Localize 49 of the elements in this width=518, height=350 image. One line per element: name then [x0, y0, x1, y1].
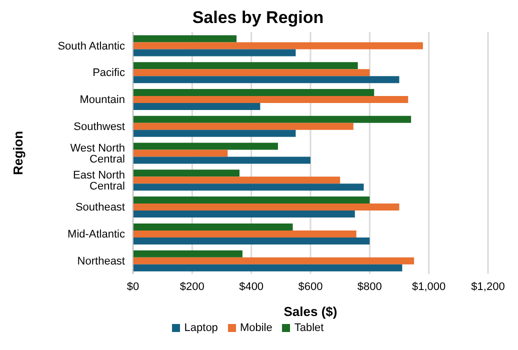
y-tick-label: Southeast [75, 202, 125, 214]
legend-label: Tablet [294, 322, 324, 334]
bar [133, 96, 408, 104]
y-tick-label: East North Central [73, 169, 125, 192]
bar [133, 170, 240, 177]
bar [133, 250, 242, 258]
bar [133, 35, 237, 42]
legend-label: Laptop [184, 322, 218, 334]
bar [133, 103, 260, 110]
bar [133, 237, 370, 244]
bar [133, 116, 412, 123]
bar [133, 176, 340, 184]
x-tick-label: $800 [357, 280, 382, 293]
chart-title: Sales by Region [191, 8, 325, 28]
y-tick-label: West North Central [70, 142, 125, 166]
bar [133, 122, 354, 130]
bar [133, 150, 228, 157]
y-tick-label: Mountain [80, 94, 125, 106]
x-tick-label: $1,200 [471, 280, 505, 293]
bar [133, 62, 358, 70]
x-tick-label: $200 [180, 280, 204, 293]
bar [133, 156, 310, 164]
bar [133, 42, 423, 50]
bar [133, 210, 355, 218]
x-tick-label: $600 [298, 280, 323, 293]
legend-label: Mobile [240, 322, 272, 334]
y-tick-label: Pacific [92, 67, 126, 80]
y-tick-label: South Atlantic [58, 40, 126, 52]
bar [133, 49, 296, 56]
y-tick-label: Southwest [74, 121, 125, 134]
y-tick-label: Northeast [77, 255, 125, 268]
bar [133, 204, 400, 211]
bar [133, 257, 414, 264]
bar [133, 184, 364, 191]
bar [133, 76, 400, 84]
bar [133, 69, 370, 76]
x-tick-label: $0 [126, 280, 140, 293]
bar [133, 142, 278, 150]
bar [133, 230, 356, 238]
bar [133, 223, 293, 230]
x-axis-title: Sales ($) [284, 304, 338, 319]
bar [133, 130, 296, 137]
bar [133, 196, 370, 204]
bar [133, 89, 374, 96]
y-tick-label: Mid-Atlantic [68, 228, 126, 241]
bar [133, 264, 402, 272]
y-axis-title: Region [10, 130, 26, 176]
x-tick-label: $1,000 [412, 280, 446, 293]
x-tick-label: $400 [239, 280, 264, 293]
